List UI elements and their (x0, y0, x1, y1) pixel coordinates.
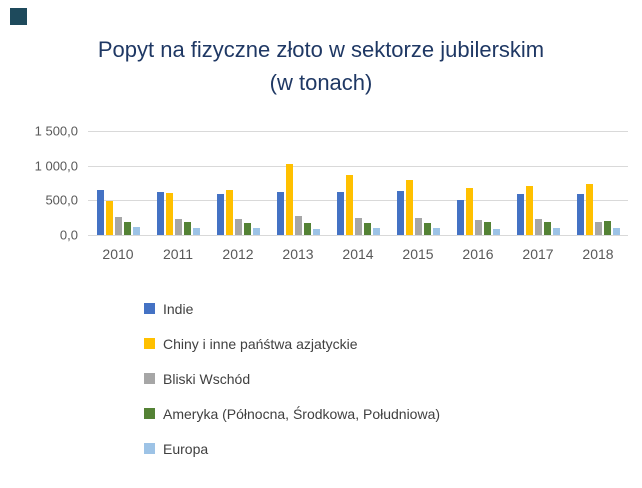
chart-title: Popyt na fizyczne złoto w sektorze jubil… (97, 37, 545, 95)
legend-swatch-chiny-i-inne-panstwa-azjatyckie (144, 338, 155, 349)
legend-label-europa: Europa (163, 440, 209, 457)
corner-accent-square (10, 8, 27, 25)
bar-indie (276, 192, 284, 235)
x-axis-label: 2010 (102, 246, 134, 262)
bar-bliski-wschod (534, 219, 542, 235)
bar-group-2011 (148, 131, 208, 235)
bar-europa (192, 227, 200, 235)
y-axis-label: 500,0 (45, 192, 78, 208)
gridline (88, 235, 628, 236)
bar-bliski-wschod (174, 219, 182, 235)
bar-bliski-wschod (474, 220, 482, 235)
bar-europa (432, 228, 440, 235)
legend-swatch-indie (144, 303, 155, 314)
bar-ameryka (603, 221, 611, 235)
bar-chiny-i-inne-panstwa-azjatyckie (225, 190, 233, 235)
legend-item-ameryka: Ameryka (Północna, Środkowa, Południowa) (144, 396, 440, 431)
x-axis-label: 2014 (342, 246, 374, 262)
x-axis-label: 2018 (582, 246, 614, 262)
bar-indie (96, 189, 104, 235)
bar-group-2012 (208, 131, 268, 235)
bar-europa (312, 229, 320, 235)
bar-ameryka (423, 222, 431, 235)
bar-chiny-i-inne-panstwa-azjatyckie (285, 164, 293, 235)
x-axis-label: 2011 (162, 246, 194, 262)
bar-ameryka (483, 222, 491, 235)
legend-label-bliski-wschod: Bliski Wschód (163, 370, 251, 387)
bar-group-2015 (388, 131, 448, 235)
bar-chiny-i-inne-panstwa-azjatyckie (165, 193, 173, 235)
y-axis-label: 1 500,0 (34, 123, 78, 139)
bar-indie (576, 194, 584, 235)
x-axis-label: 2017 (522, 246, 554, 262)
bar-indie (516, 194, 524, 235)
y-axis-label: 0,0 (59, 227, 78, 243)
legend-item-bliski-wschod: Bliski Wschód (144, 361, 440, 396)
x-axis-label: 2012 (222, 246, 254, 262)
bar-ameryka (303, 223, 311, 235)
legend-swatch-bliski-wschod (144, 373, 155, 384)
bar-bliski-wschod (414, 218, 422, 235)
bar-group-2018 (568, 131, 628, 235)
gridline (88, 131, 628, 132)
bar-chiny-i-inne-panstwa-azjatyckie (465, 187, 473, 235)
legend-item-chiny-i-inne-panstwa-azjatyckie: Chiny i inne pańśtwa azjatyckie (144, 326, 440, 361)
bar-ameryka (123, 221, 131, 235)
y-axis-label: 1 000,0 (34, 158, 78, 174)
x-axis-label: 2013 (282, 246, 314, 262)
legend-label-ameryka: Ameryka (Północna, Środkowa, Południowa) (163, 405, 441, 422)
bar-europa (552, 228, 560, 235)
x-axis-label: 2015 (402, 246, 434, 262)
bar-bliski-wschod (354, 217, 362, 235)
bar-group-2014 (328, 131, 388, 235)
bar-indie (396, 190, 404, 235)
legend-label-chiny-i-inne-panstwa-azjatyckie: Chiny i inne pańśtwa azjatyckie (163, 335, 358, 352)
gridline (88, 165, 628, 167)
bar-indie (216, 193, 224, 235)
bar-chiny-i-inne-panstwa-azjatyckie (345, 175, 353, 235)
bar-group-2013 (268, 131, 328, 235)
bar-europa (372, 228, 380, 235)
gridline (88, 200, 628, 202)
legend: Indie Chiny i inne pańśtwa azjatyckie Blis… (144, 291, 440, 466)
bar-ameryka (243, 222, 251, 235)
bar-europa (612, 228, 620, 235)
bar-indie (336, 192, 344, 235)
bar-chiny-i-inne-panstwa-azjatyckie (405, 179, 413, 235)
bar-chiny-i-inne-panstwa-azjatyckie (585, 184, 593, 235)
legend-swatch-ameryka (144, 408, 155, 419)
bar-bliski-wschod (294, 215, 302, 235)
bar-group-2010 (88, 131, 148, 235)
bar-bliski-wschod (234, 219, 242, 235)
legend-item-indie: Indie (144, 291, 440, 326)
y-axis-labels: 1 500,0 1 000,0 500,0 0,0 (6, 124, 78, 243)
bar-group-2016 (448, 131, 508, 235)
plot-area (88, 131, 628, 236)
bar-chiny-i-inne-panstwa-azjatyckie (105, 201, 113, 235)
bar-europa (252, 228, 260, 235)
bar-group-2017 (508, 131, 568, 235)
x-axis-labels: 2010 2011 2012 2013 2014 2015 2016 2017 2018 (88, 246, 628, 262)
legend-swatch-europa (144, 443, 155, 454)
legend-label-indie: Indie (163, 300, 194, 317)
bar-chiny-i-inne-panstwa-azjatyckie (525, 186, 533, 235)
x-axis-label: 2016 (462, 246, 494, 262)
bar-bliski-wschod (114, 217, 122, 235)
bar-indie (456, 200, 464, 235)
bar-europa (132, 227, 140, 235)
bar-ameryka (363, 222, 371, 235)
bar-europa (492, 228, 500, 235)
bar-bliski-wschod (594, 222, 602, 235)
bar-indie (156, 192, 164, 235)
bar-ameryka (183, 221, 191, 235)
legend-item-europa: Europa (144, 431, 440, 466)
bar-ameryka (543, 222, 551, 235)
